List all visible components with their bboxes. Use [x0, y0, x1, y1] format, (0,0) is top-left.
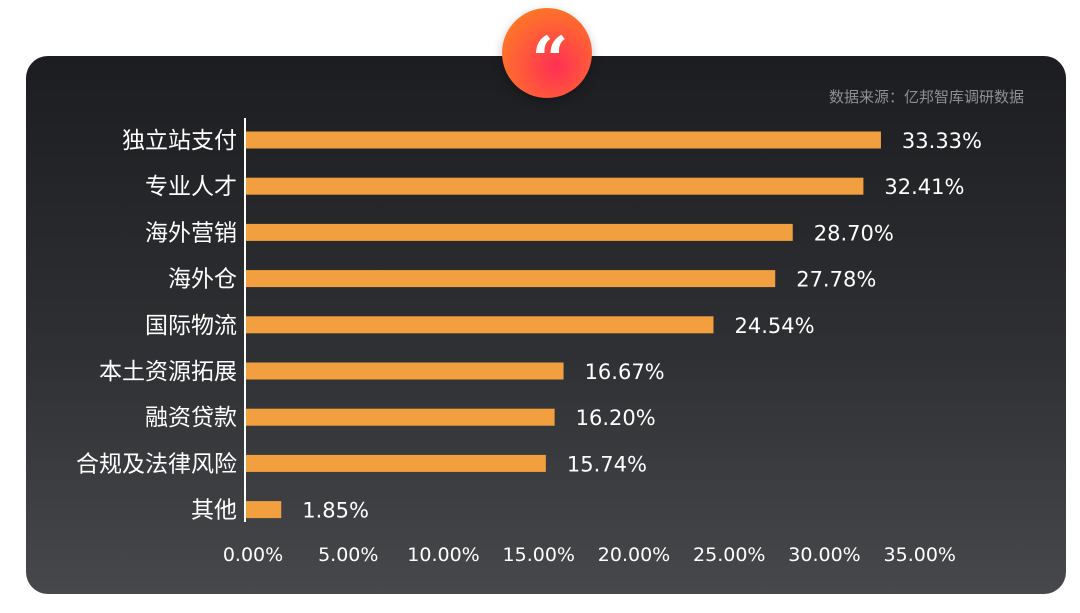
value-label: 32.41% — [884, 175, 964, 199]
x-tick-label: 30.00% — [788, 544, 860, 566]
value-label: 27.78% — [796, 268, 876, 292]
quote-glyph: “ — [531, 23, 569, 98]
bar — [246, 362, 564, 380]
category-label: 融资贷款 — [145, 405, 237, 431]
value-label: 15.74% — [567, 452, 647, 476]
bar — [246, 177, 864, 195]
value-label: 33.33% — [902, 129, 982, 153]
category-label: 合规及法律风险 — [76, 451, 237, 477]
value-label: 24.54% — [734, 314, 814, 338]
x-tick-label: 5.00% — [318, 544, 378, 566]
value-label: 16.20% — [576, 406, 656, 430]
category-label: 独立站支付 — [122, 128, 237, 154]
category-label: 专业人才 — [145, 174, 237, 200]
x-tick-label: 35.00% — [884, 544, 956, 566]
x-tick-label: 0.00% — [223, 544, 283, 566]
category-label: 其他 — [191, 498, 237, 524]
x-tick-label: 10.00% — [407, 544, 479, 566]
value-label: 28.70% — [814, 221, 894, 245]
bar — [246, 316, 714, 334]
category-label: 海外营销 — [145, 220, 237, 246]
value-label: 16.67% — [585, 360, 665, 384]
value-label: 1.85% — [302, 499, 369, 523]
x-tick-label: 20.00% — [598, 544, 670, 566]
source-note: 数据来源：亿邦智库调研数据 — [828, 88, 1024, 106]
category-label: 海外仓 — [168, 267, 237, 293]
x-tick-label: 25.00% — [693, 544, 765, 566]
bar — [246, 408, 555, 426]
category-label: 国际物流 — [145, 313, 237, 339]
quote-icon: “ — [502, 8, 592, 98]
x-tick-label: 15.00% — [503, 544, 575, 566]
bar — [246, 501, 282, 519]
category-label: 本土资源拓展 — [99, 359, 237, 385]
bar — [246, 223, 793, 241]
bar — [246, 454, 546, 472]
bar — [246, 270, 776, 288]
bar — [246, 131, 881, 149]
